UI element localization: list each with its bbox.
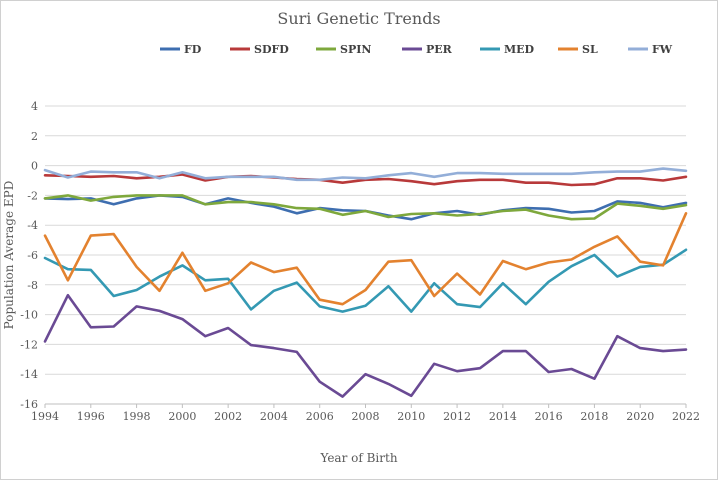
legend-label-fw: FW <box>652 43 673 56</box>
series-line-sdfd <box>43 173 688 187</box>
x-tick-label: 2012 <box>443 410 471 423</box>
y-tick-label: -12 <box>20 338 38 351</box>
series-line-fw <box>43 167 688 182</box>
x-tick-label: 1996 <box>77 410 105 423</box>
x-tick-label: 2000 <box>168 410 196 423</box>
x-tick-label: 2020 <box>626 410 654 423</box>
legend-label-sdfd: SDFD <box>254 43 289 56</box>
x-tick-label: 1998 <box>123 410 151 423</box>
y-tick-label: -4 <box>27 219 38 232</box>
y-axis-title: Population Average EPD <box>2 181 16 330</box>
legend-label-per: PER <box>426 43 453 56</box>
y-tick-label: 4 <box>31 100 38 113</box>
x-tick-label: 2002 <box>214 410 242 423</box>
legend-label-med: MED <box>504 43 535 56</box>
x-tick-label: 1994 <box>31 410 59 423</box>
legend: FD SDFD SPIN PER MED SL FW <box>160 43 673 56</box>
series-line-spin <box>43 194 688 221</box>
y-tick-label: -2 <box>27 189 38 202</box>
x-tick-label: 2018 <box>580 410 608 423</box>
x-tick-label: 2014 <box>489 410 517 423</box>
y-tick-label: 0 <box>31 160 38 173</box>
series-line-fd <box>43 194 688 221</box>
x-tick-label: 2008 <box>352 410 380 423</box>
x-tick-label: 2016 <box>535 410 563 423</box>
y-tick-label: -14 <box>20 368 38 381</box>
y-tick-label: 2 <box>31 130 38 143</box>
y-tick-label: -16 <box>20 398 38 411</box>
x-tick-label: 2010 <box>397 410 425 423</box>
x-axis-title: Year of Birth <box>319 451 397 465</box>
legend-label-fd: FD <box>184 43 202 56</box>
y-tick-label: -6 <box>27 249 38 262</box>
x-tick-labels: 1994 1996 1998 2000 2002 2004 2006 2008 2010 2012… <box>31 410 700 423</box>
series-line-med <box>43 248 688 313</box>
y-tick-label: -8 <box>27 279 38 292</box>
legend-label-spin: SPIN <box>340 43 371 56</box>
x-tick-label: 2006 <box>306 410 334 423</box>
series-line-per <box>43 293 688 398</box>
y-tick-label: -10 <box>20 309 38 322</box>
series-lines <box>43 167 688 398</box>
x-tick-label: 2004 <box>260 410 288 423</box>
chart-title: Suri Genetic Trends <box>277 9 440 28</box>
y-tick-labels: 4 2 0 -2 -4 -6 -8 -10 -12 -14 -16 <box>20 100 38 411</box>
legend-label-sl: SL <box>582 43 598 56</box>
x-tick-label: 2022 <box>672 410 700 423</box>
series-line-sl <box>43 212 688 306</box>
